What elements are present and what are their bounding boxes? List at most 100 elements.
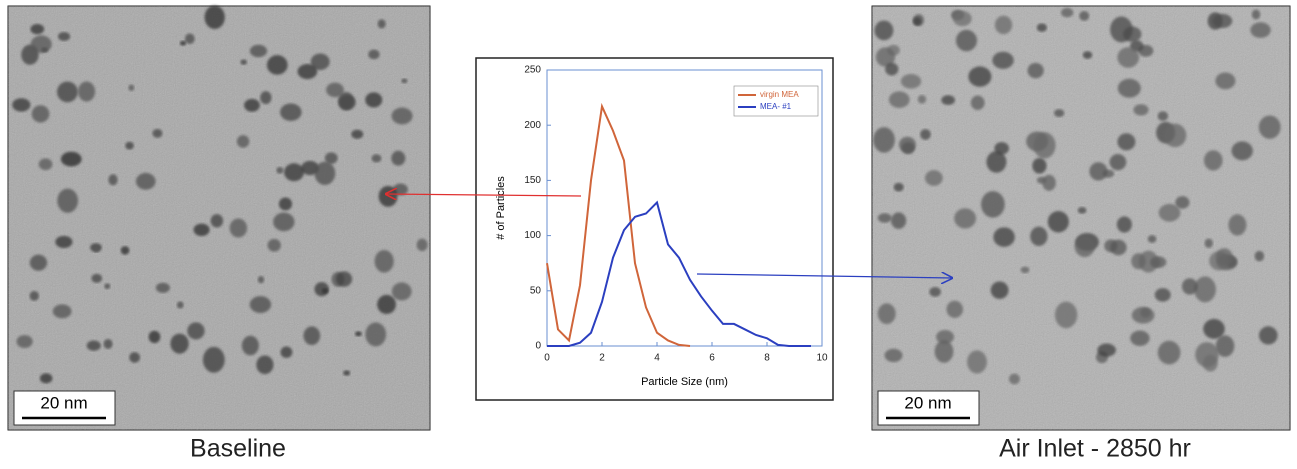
particle bbox=[1079, 11, 1090, 21]
y-tick-label: 100 bbox=[524, 230, 541, 241]
particle bbox=[135, 172, 156, 190]
x-tick-label: 4 bbox=[654, 353, 660, 364]
particle bbox=[1030, 226, 1048, 247]
particle bbox=[941, 95, 955, 106]
particle bbox=[1077, 207, 1087, 214]
y-tick-label: 50 bbox=[530, 285, 542, 296]
particle bbox=[1150, 257, 1161, 268]
particle bbox=[416, 238, 428, 252]
particle bbox=[1110, 239, 1127, 256]
particle bbox=[104, 283, 111, 290]
particle bbox=[244, 98, 260, 112]
particle bbox=[884, 348, 903, 363]
scale-bar: 20 nm bbox=[13, 390, 116, 426]
particle bbox=[992, 51, 1014, 69]
particle bbox=[276, 166, 284, 174]
particle bbox=[152, 128, 163, 138]
arrow bbox=[386, 194, 582, 196]
particle bbox=[1074, 235, 1095, 258]
particle bbox=[1117, 78, 1141, 98]
particle bbox=[1133, 104, 1149, 116]
particle bbox=[1258, 115, 1281, 139]
particle bbox=[1203, 150, 1223, 171]
particle bbox=[29, 290, 39, 301]
particle bbox=[1117, 47, 1140, 68]
particle bbox=[955, 29, 978, 52]
particle bbox=[365, 322, 387, 347]
particle bbox=[257, 276, 265, 284]
particle bbox=[900, 74, 922, 89]
particle bbox=[278, 197, 293, 211]
particle bbox=[401, 78, 408, 84]
particle bbox=[1202, 354, 1218, 372]
scale-bar-label: 20 nm bbox=[40, 393, 87, 412]
arrow bbox=[696, 274, 952, 278]
particle bbox=[1258, 326, 1278, 345]
particle bbox=[970, 95, 985, 111]
particle bbox=[30, 23, 45, 35]
particle bbox=[1089, 162, 1108, 181]
particle bbox=[103, 338, 113, 349]
particle bbox=[1215, 335, 1235, 357]
particle bbox=[893, 182, 904, 192]
y-tick-label: 0 bbox=[535, 341, 541, 352]
particle bbox=[1251, 9, 1261, 20]
particle bbox=[1042, 174, 1056, 191]
particle bbox=[888, 91, 910, 108]
x-tick-label: 10 bbox=[816, 353, 828, 364]
particle bbox=[1020, 266, 1030, 274]
particle bbox=[1082, 51, 1093, 59]
particle bbox=[39, 373, 53, 384]
caption: Air Inlet - 2850 hr bbox=[999, 435, 1191, 463]
particle bbox=[93, 246, 100, 253]
particle bbox=[378, 185, 398, 207]
x-tick-label: 0 bbox=[544, 353, 550, 364]
legend-box bbox=[733, 85, 819, 117]
particle bbox=[1117, 133, 1136, 151]
particle bbox=[38, 158, 53, 171]
particle bbox=[128, 84, 135, 91]
particle bbox=[170, 333, 189, 354]
legend-label: MEA- #1 bbox=[760, 102, 792, 111]
particle bbox=[1147, 235, 1157, 243]
y-tick-label: 150 bbox=[524, 175, 541, 186]
particle bbox=[336, 271, 353, 287]
particle bbox=[55, 235, 73, 249]
particle bbox=[343, 370, 351, 376]
particle bbox=[78, 81, 96, 102]
particle bbox=[917, 94, 927, 104]
particle bbox=[326, 82, 344, 98]
scale-bar-box bbox=[877, 390, 980, 426]
particle bbox=[91, 273, 103, 283]
y-tick-label: 250 bbox=[524, 65, 541, 76]
particle bbox=[108, 174, 118, 186]
particle bbox=[1116, 216, 1132, 233]
particle bbox=[210, 214, 224, 228]
particle bbox=[1254, 250, 1265, 262]
particle bbox=[280, 103, 302, 121]
particle bbox=[1158, 203, 1181, 222]
particle bbox=[994, 142, 1009, 155]
particle bbox=[266, 55, 288, 75]
particle bbox=[1131, 253, 1146, 270]
particle bbox=[368, 49, 380, 60]
particle bbox=[374, 249, 394, 273]
particle bbox=[877, 213, 892, 223]
particle bbox=[29, 254, 48, 271]
image-grain bbox=[872, 6, 1290, 430]
particle bbox=[204, 5, 225, 29]
particle bbox=[193, 223, 210, 237]
particle bbox=[273, 212, 295, 232]
particle bbox=[1110, 16, 1133, 43]
particle bbox=[1053, 109, 1065, 118]
particle bbox=[1157, 111, 1169, 121]
scale-bar-box bbox=[13, 390, 116, 426]
particle bbox=[125, 141, 134, 150]
particle bbox=[1215, 248, 1233, 267]
particle bbox=[1194, 276, 1216, 303]
particle bbox=[1250, 22, 1271, 38]
particle bbox=[377, 294, 396, 314]
particle bbox=[324, 152, 338, 164]
